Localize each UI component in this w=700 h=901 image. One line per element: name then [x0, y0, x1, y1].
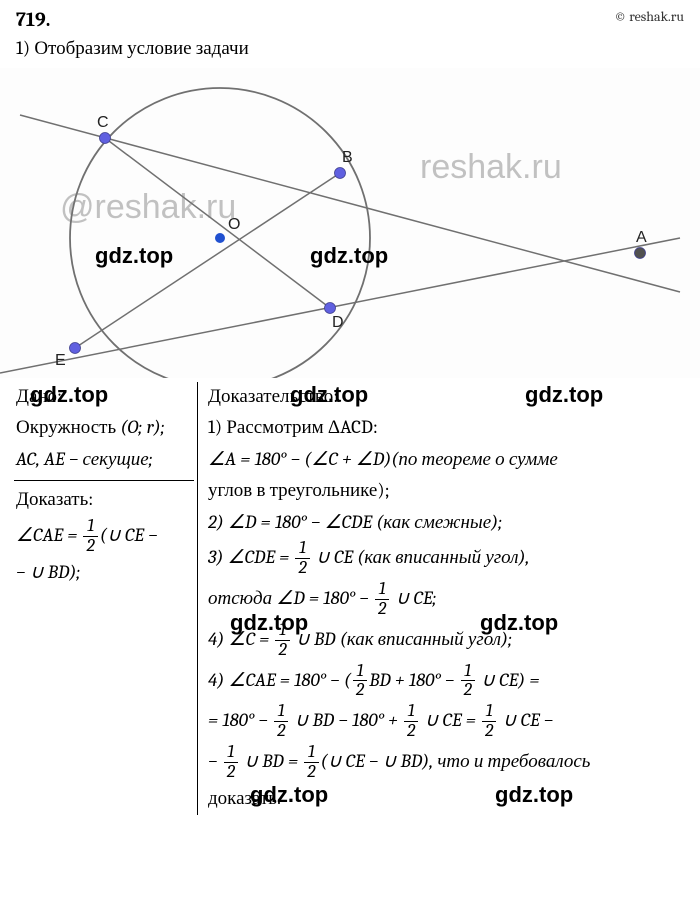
- proof-1c: углов в треугольнике);: [208, 476, 690, 505]
- proof-5: 4) ∠CAE = 180° − (12BD + 180° − 12 ∪ CE)…: [208, 662, 690, 701]
- geometry-diagram: CBDEAO@reshak.rureshak.rugdz.topgdz.top: [0, 68, 700, 378]
- point-label-A: A: [636, 229, 647, 247]
- proof-column: Доказательство: 1) Рассмотрим ΔACD: ∠A =…: [198, 382, 690, 815]
- proof-2: 2) ∠D = 180° − ∠CDE (как смежные);: [208, 508, 690, 537]
- given-title: Дано:: [16, 382, 189, 411]
- proof-7: − 12 ∪ BD = 12(∪ CE − ∪ BD), что и требо…: [208, 743, 690, 782]
- proof-3a: 3) ∠CDE = 12 ∪ CE (как вписанный угол),: [208, 539, 690, 578]
- prove-title: Доказать:: [16, 485, 189, 514]
- proof-8: доказать.: [208, 784, 690, 813]
- proof-6: = 180° − 12 ∪ BD − 180° + 12 ∪ CE = 12 ∪…: [208, 702, 690, 741]
- prove-line2: − ∪ BD);: [16, 558, 189, 587]
- point-label-E: E: [55, 352, 66, 370]
- given-line1: Окружность (O; r);: [16, 413, 189, 442]
- given-prove-column: Дано: Окружность (O; r); AC, AE − секущи…: [16, 382, 198, 815]
- proof-area: Дано: Окружность (O; r); AC, AE − секущи…: [0, 378, 700, 815]
- prove-line1: ∠CAE = 12(∪ CE −: [16, 517, 189, 556]
- point-label-D: D: [332, 314, 344, 332]
- proof-title: Доказательство:: [208, 382, 690, 411]
- point-label-B: B: [342, 149, 353, 167]
- proof-4: 4) ∠C = 12 ∪ BD (как вписанный угол);: [208, 621, 690, 660]
- point-label-O: O: [228, 216, 240, 234]
- header: 719. © reshak.ru: [0, 0, 700, 35]
- step-1-text: 1) Отобразим условие задачи: [0, 35, 700, 68]
- proof-1b: ∠A = 180° − (∠C + ∠D)(по теореме о сумме: [208, 445, 690, 474]
- problem-number: 719.: [16, 8, 50, 31]
- proof-3c: отсюда ∠D = 180° − 12 ∪ CE;: [208, 580, 690, 619]
- copyright: © reshak.ru: [614, 8, 684, 31]
- given-line2: AC, AE − секущие;: [16, 445, 189, 474]
- separator: [14, 480, 194, 481]
- point-label-C: C: [97, 114, 109, 132]
- proof-1a: 1) Рассмотрим ΔACD:: [208, 413, 690, 442]
